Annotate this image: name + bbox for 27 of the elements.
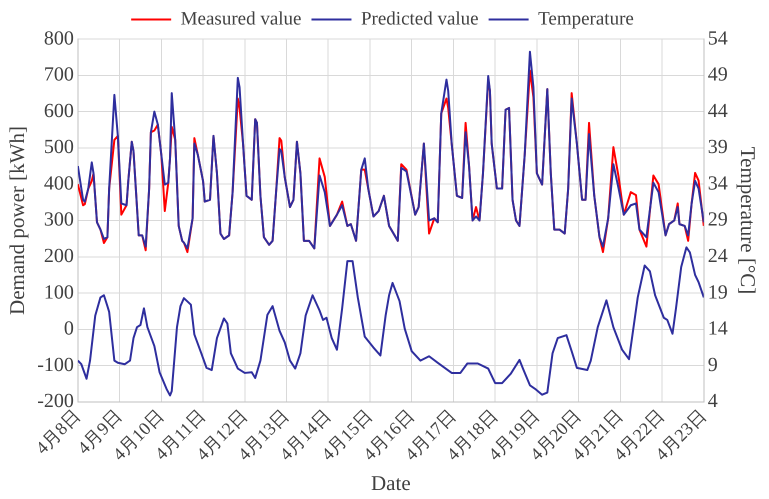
legend-label: Predicted value (360, 8, 479, 30)
y-tick-label: 600 (44, 100, 74, 122)
legend-label: Measured value (180, 8, 302, 30)
y-axis-title: Demand power [kWh] (5, 126, 30, 315)
y2-tick-label: 19 (708, 281, 728, 304)
legend-label: Temperature (538, 8, 634, 30)
y2-tick-label: 34 (708, 172, 728, 194)
y-tick-label: -100 (37, 354, 74, 376)
y-tick-label: 800 (44, 27, 74, 50)
y-tick-label: 500 (44, 136, 74, 158)
y-tick-label: 200 (44, 245, 74, 268)
x-axis-title: Date (371, 470, 411, 495)
y2-tick-label: 9 (708, 354, 718, 376)
y2-tick-label: 4 (708, 390, 718, 412)
y2-tick-label: 39 (708, 136, 728, 158)
y2-tick-label: 54 (708, 27, 728, 50)
y-tick-label: 300 (44, 208, 74, 231)
y-tick-label: 0 (64, 318, 74, 340)
y2-tick-label: 14 (708, 318, 728, 340)
y2-tick-label: 44 (708, 100, 728, 122)
y-tick-label: 100 (44, 281, 74, 304)
y2-tick-label: 29 (708, 208, 728, 231)
y-tick-label: 700 (44, 64, 74, 86)
y-tick-label: 400 (44, 172, 74, 194)
y2-tick-label: 24 (708, 245, 728, 268)
y2-tick-label: 49 (708, 64, 728, 86)
y2-axis-title: Temperature [°C] (736, 146, 760, 294)
